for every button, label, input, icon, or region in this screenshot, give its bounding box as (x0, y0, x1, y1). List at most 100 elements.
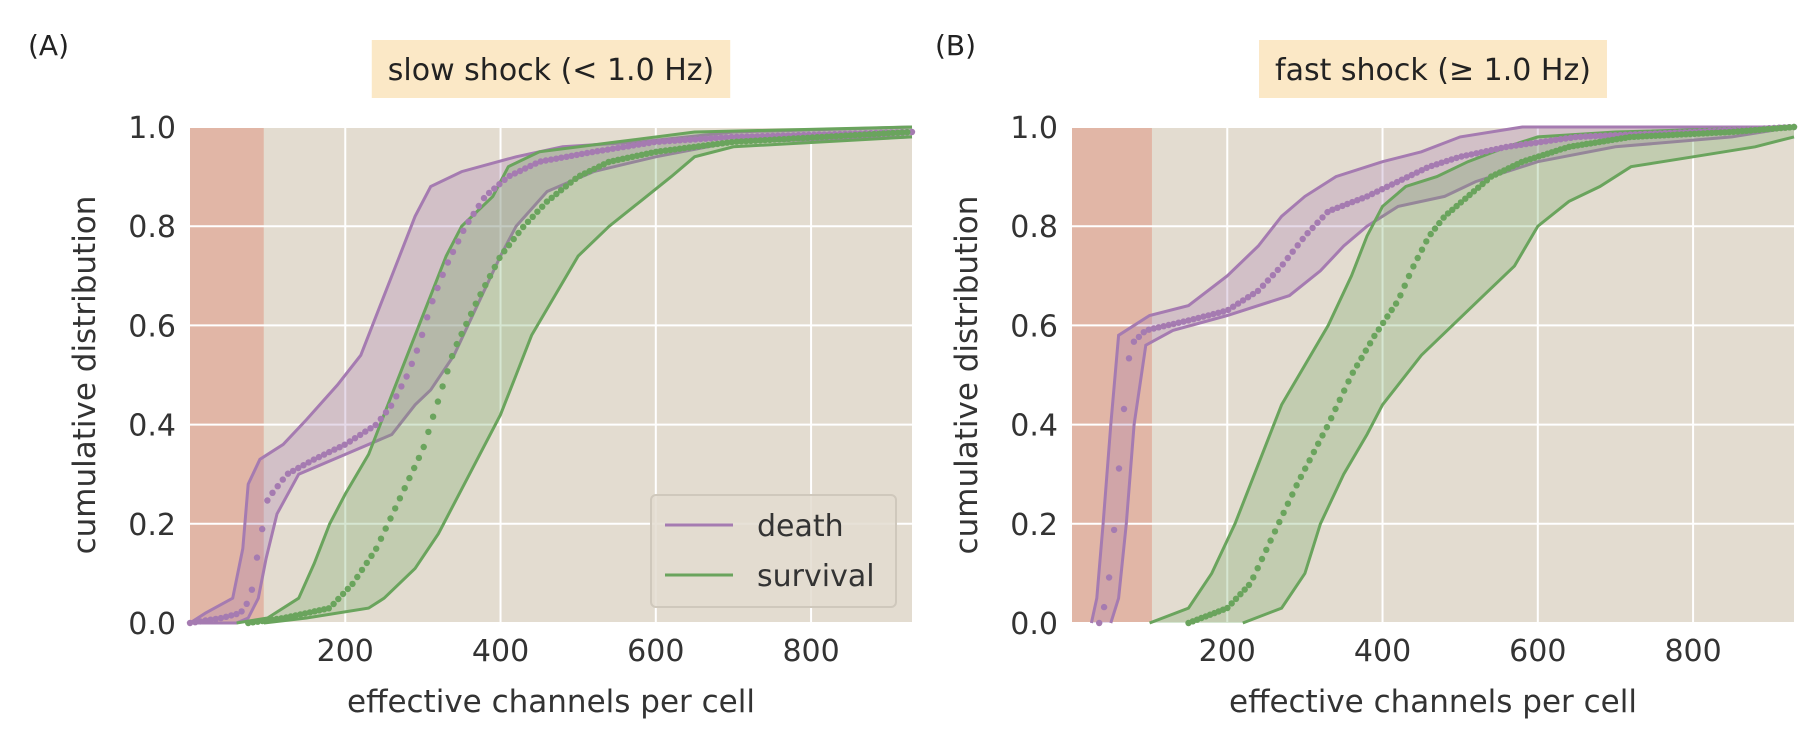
survival-median-point (339, 590, 347, 598)
death-median-point (320, 451, 328, 458)
death-median-point (212, 615, 219, 623)
death-median-point (1175, 319, 1182, 326)
death-median-point (1319, 214, 1326, 221)
death-median-point (1587, 133, 1594, 140)
legend-label-death: death (757, 509, 844, 544)
death-median-point (1552, 136, 1560, 144)
x-tick-label: 200 (317, 634, 374, 669)
survival-median-point (814, 134, 821, 141)
survival-median-point (856, 131, 863, 139)
survival-median-point (818, 133, 826, 141)
survival-median-point (1436, 219, 1443, 227)
death-median-point (326, 448, 333, 456)
death-median-point (1478, 149, 1485, 156)
death-median-point (465, 218, 472, 225)
survival-median-point (1470, 188, 1478, 195)
death-median-point (1190, 316, 1197, 323)
panel-b: 200 400 600 800 0.0 0.2 0.4 0.6 0.8 1.0 (B) fast … (935, 29, 1798, 720)
death-median-point (238, 608, 245, 615)
survival-median-point (368, 552, 375, 559)
survival-median-point (1232, 595, 1240, 602)
death-median-point (1225, 306, 1232, 314)
survival-median-point (1328, 415, 1335, 422)
survival-median-point (870, 130, 878, 138)
death-median-point (1145, 326, 1153, 333)
survival-upper-line (236, 125, 913, 625)
death-median-point (253, 554, 261, 561)
survival-median-point (1790, 123, 1798, 131)
survival-median-point (420, 443, 427, 451)
death-median-point (1443, 157, 1450, 165)
survival-median-point (249, 619, 257, 626)
death-median-point (1423, 164, 1430, 171)
x-tick-label: 600 (627, 634, 684, 669)
death-median-point (434, 284, 441, 292)
survival-median-point (681, 144, 688, 152)
death-median-point (186, 619, 194, 627)
survival-median-point (301, 610, 309, 617)
death-median-point (1388, 181, 1396, 188)
death-median-point (650, 138, 658, 146)
legend-label-survival: survival (757, 559, 875, 594)
death-median-point (1230, 303, 1237, 310)
survival-median-point (652, 148, 660, 155)
survival-median-point (1284, 500, 1292, 507)
survival-median-point (1462, 195, 1469, 202)
death-median-point (532, 160, 539, 167)
death-median-point (738, 133, 745, 140)
survival-median-point (382, 525, 389, 532)
survival-median-point (335, 595, 342, 603)
survival-median-point (325, 605, 332, 612)
death-median-point (1329, 206, 1336, 213)
x-axis-label: effective channels per cell (347, 684, 755, 720)
survival-median-point (1384, 313, 1391, 320)
survival-median-point (529, 213, 536, 220)
survival-median-point (667, 146, 674, 154)
death-median-point (1463, 152, 1470, 159)
survival-median-point (1475, 184, 1482, 191)
survival-median-point (1306, 457, 1313, 464)
death-lower-line (1109, 125, 1795, 624)
death-median-point (537, 158, 544, 165)
survival-median-point (889, 129, 897, 137)
death-median-point (702, 135, 709, 142)
survival-median-point (690, 143, 698, 151)
survival-median-point (747, 137, 754, 145)
death-median-point (1234, 300, 1242, 307)
death-median-point (1572, 133, 1579, 141)
survival-median-point (804, 134, 811, 141)
death-median-point (408, 360, 415, 367)
survival-median-point (1483, 177, 1491, 184)
death-median-point (707, 135, 715, 142)
death-median-point (1502, 143, 1510, 151)
death-median-point (1517, 141, 1525, 148)
death-median-point (485, 189, 493, 197)
survival-median-point (477, 291, 484, 298)
death-median-point (609, 145, 617, 152)
survival-median-point (453, 340, 460, 348)
survival-median-point (330, 600, 337, 608)
death-median-point (511, 170, 519, 177)
x-axis-label: effective channels per cell (1229, 684, 1637, 720)
death-median-point (1532, 139, 1540, 146)
death-median-point (620, 143, 627, 151)
death-median-point (1210, 310, 1217, 318)
death-median-point (676, 137, 684, 144)
death-median-point (1473, 150, 1480, 157)
survival-band (236, 127, 913, 623)
title-box (1259, 40, 1607, 98)
death-median-point (1522, 140, 1530, 148)
death-median-point (444, 259, 452, 266)
panel-label: (A) (28, 29, 69, 62)
x-tick-label: 400 (1354, 634, 1411, 669)
death-median-point (284, 470, 292, 477)
death-median-point (1170, 320, 1177, 328)
death-median-point (542, 157, 549, 164)
survival-median-point (1353, 362, 1361, 369)
survival-median-point (1245, 581, 1253, 589)
death-median-point (625, 143, 632, 150)
survival-median-point (1267, 537, 1274, 544)
survival-median-point (1453, 202, 1460, 210)
survival-median-point (880, 130, 887, 137)
